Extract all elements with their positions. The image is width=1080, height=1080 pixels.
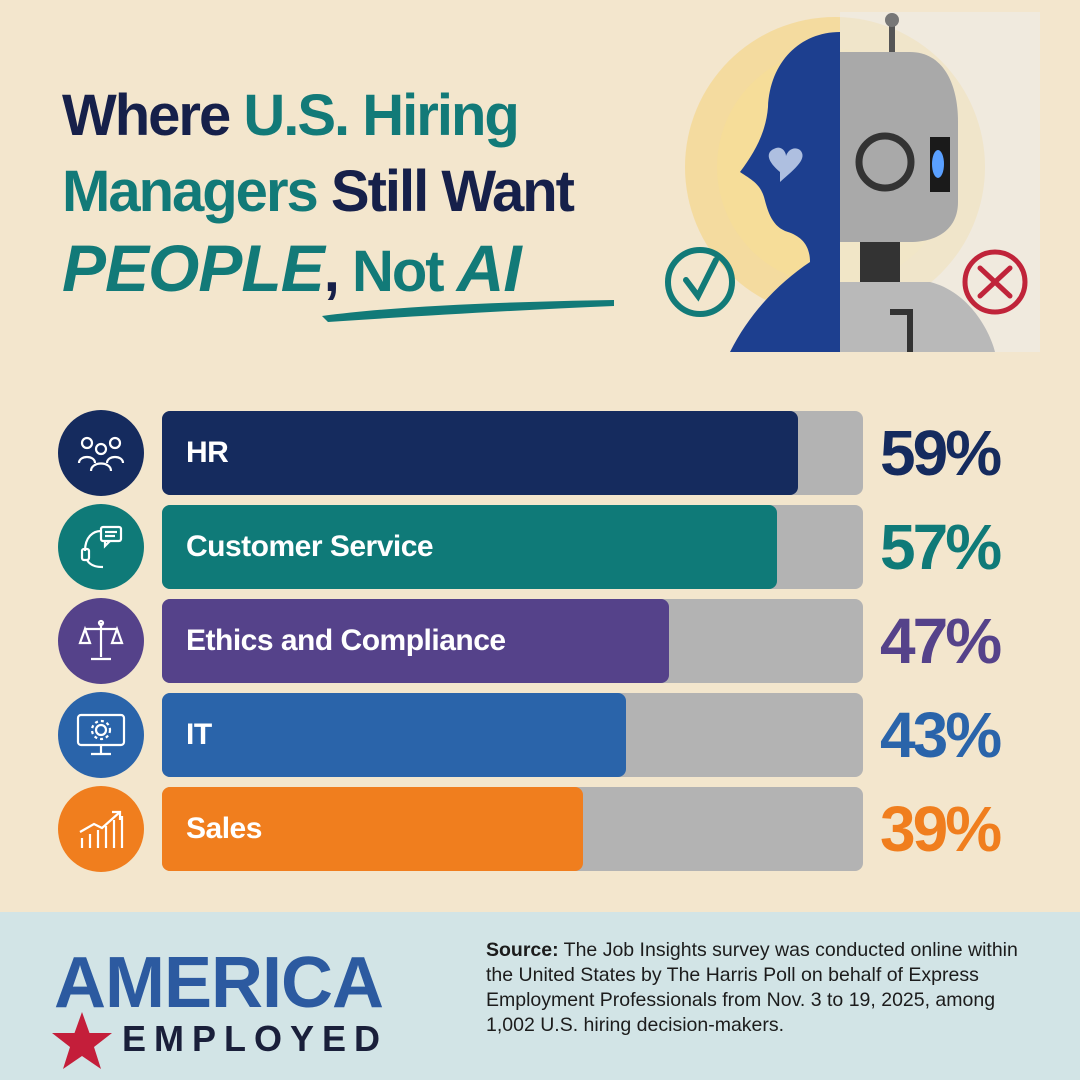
- bar-chart: HR 59% Customer Service 57% Ethics and Compl…: [58, 410, 1038, 880]
- value-label: 43%: [880, 699, 1002, 771]
- america-employed-logo: AMERICA EMPLOYED: [50, 942, 450, 1069]
- bar: [162, 599, 669, 683]
- scales-of-justice-icon: [58, 598, 144, 684]
- bar-track: HR: [162, 411, 863, 495]
- star-icon: [52, 1012, 112, 1069]
- bar-row: Ethics and Compliance 47%: [58, 598, 1038, 684]
- bar: [162, 693, 626, 777]
- robot-head: [840, 52, 958, 242]
- title-text-people: PEOPLE: [62, 231, 325, 305]
- page-title: Where U.S. Hiring Managers Still Want PE…: [62, 78, 662, 310]
- human-vs-robot-illustration: [665, 12, 1040, 352]
- robot-body: [840, 282, 995, 352]
- source-note: Source: The Job Insights survey was cond…: [486, 938, 1042, 1038]
- bar-row: Customer Service 57%: [58, 504, 1038, 590]
- title-text-where: Where: [62, 83, 244, 148]
- check-circle-icon: [665, 247, 735, 317]
- title-text-managers: Managers: [62, 159, 319, 224]
- human-silhouette: [730, 32, 840, 352]
- x-circle-icon: [962, 249, 1028, 315]
- headset-chat-icon: [58, 504, 144, 590]
- bar: [162, 411, 798, 495]
- bar-track: Customer Service: [162, 505, 863, 589]
- value-label: 47%: [880, 605, 1002, 677]
- title-text-ai: AI: [456, 231, 522, 305]
- value-label: 59%: [880, 417, 1002, 489]
- title-text-still-want: Still Want: [316, 159, 575, 224]
- growth-chart-icon: [58, 786, 144, 872]
- value-label: 39%: [880, 793, 1002, 865]
- bar-track: Sales: [162, 787, 863, 871]
- bar-track: IT: [162, 693, 863, 777]
- title-underline-swoosh: [322, 300, 614, 322]
- bar-row: Sales 39%: [58, 786, 1038, 872]
- title-line-2: Managers Still Want: [62, 154, 662, 230]
- category-label: Sales: [186, 812, 262, 845]
- bar: [162, 787, 583, 871]
- monitor-gear-icon: [58, 692, 144, 778]
- bar-row: IT 43%: [58, 692, 1038, 778]
- title-text-comma: ,: [323, 239, 352, 304]
- category-label: HR: [186, 436, 229, 469]
- title-line-3: PEOPLE, Not AI: [62, 230, 662, 310]
- footer: AMERICA EMPLOYED Source: The Job Insight…: [0, 912, 1080, 1080]
- bar: [162, 505, 777, 589]
- title-text-us-hiring: U.S. Hiring: [243, 83, 519, 148]
- bar-row: HR 59%: [58, 410, 1038, 496]
- logo-word-america: AMERICA: [54, 943, 384, 1023]
- category-label: Customer Service: [186, 530, 434, 563]
- bar-track: Ethics and Compliance: [162, 599, 863, 683]
- title-text-not: Not: [351, 239, 457, 304]
- logo-word-employed: EMPLOYED: [122, 1018, 389, 1059]
- value-label: 57%: [880, 511, 1002, 583]
- category-label: Ethics and Compliance: [186, 624, 506, 657]
- category-label: IT: [186, 718, 212, 751]
- source-text: The Job Insights survey was conducted on…: [486, 939, 1018, 1036]
- heart-icon: [768, 147, 803, 182]
- source-label: Source:: [486, 939, 559, 961]
- people-group-icon: [58, 410, 144, 496]
- title-line-1: Where U.S. Hiring: [62, 78, 662, 154]
